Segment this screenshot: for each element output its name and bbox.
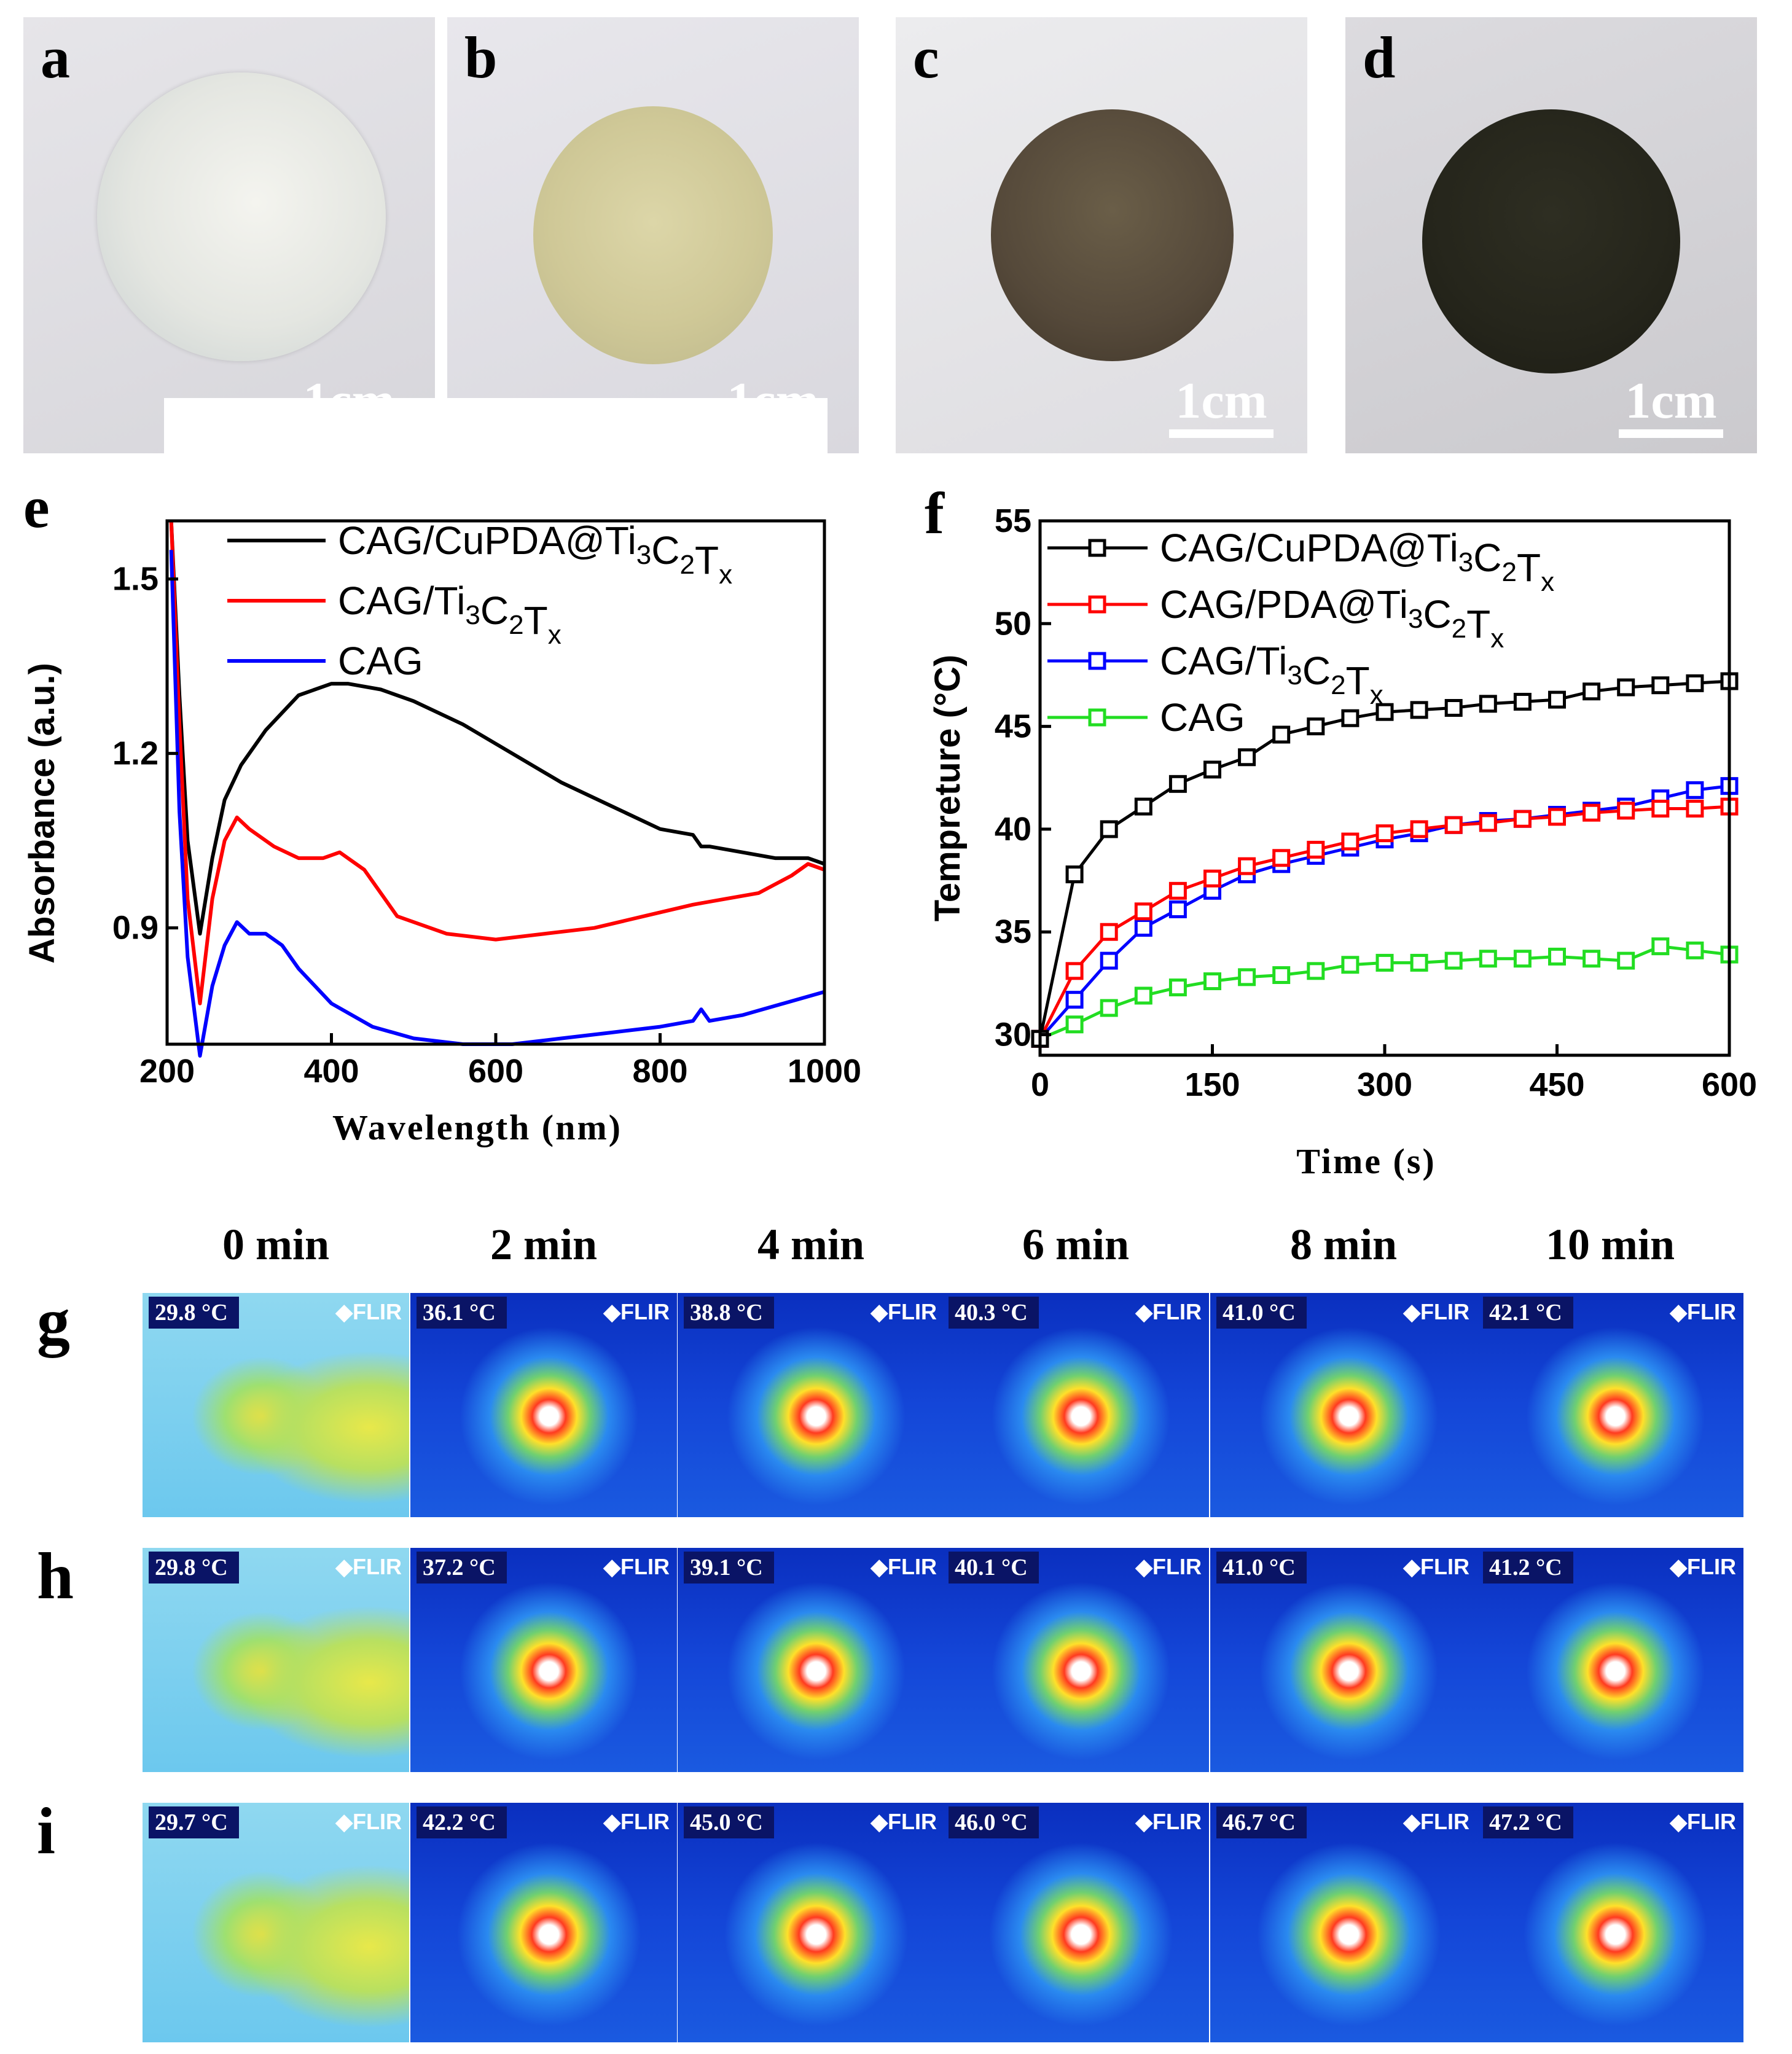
flir-logo: ◆FLIR [871, 1554, 937, 1579]
panel-label-g: g [37, 1285, 70, 1358]
time-header: 2 min [490, 1220, 598, 1269]
thermal-image: 36.1 °C ◆FLIR [410, 1293, 677, 1517]
flir-logo: ◆FLIR [1135, 1554, 1202, 1579]
thermal-image: 45.0 °C ◆FLIR [678, 1803, 944, 2042]
series-line-2 [169, 550, 825, 1058]
temperature-readout: 42.2 °C [417, 1806, 507, 1838]
flir-logo: ◆FLIR [871, 1299, 937, 1324]
thermal-image: 41.0 °C ◆FLIR [1210, 1293, 1477, 1517]
time-header: 0 min [222, 1220, 330, 1269]
panel-label-i: i [37, 1795, 56, 1868]
photo-panel-c: c 1cm [896, 17, 1307, 453]
thermal-image: 40.3 °C ◆FLIR [942, 1293, 1209, 1517]
thermal-image: 42.2 °C ◆FLIR [410, 1803, 677, 2042]
temperature-readout: 29.7 °C [149, 1806, 239, 1838]
temperature-readout: 41.0 °C [1216, 1297, 1307, 1329]
panel-label-b: b [464, 25, 498, 90]
flir-logo: ◆FLIR [1135, 1299, 1202, 1324]
thermal-image: 39.1 °C ◆FLIR [678, 1548, 944, 1772]
time-header: 10 min [1545, 1220, 1675, 1269]
thermal-image: 42.1 °C ◆FLIR [1477, 1293, 1743, 1517]
flir-logo: ◆FLIR [1403, 1809, 1469, 1834]
series-line-1 [169, 520, 826, 1006]
panel-label-f: f [925, 480, 944, 546]
flir-logo: ◆FLIR [1670, 1809, 1736, 1834]
scale-bar-c: 1cm [1169, 375, 1274, 438]
x-axis-title: Wavelength (nm) [332, 1107, 622, 1147]
x-tick-label: 800 [632, 1053, 687, 1090]
temperature-readout: 42.1 °C [1483, 1297, 1573, 1329]
flir-logo: ◆FLIR [871, 1809, 937, 1834]
thermal-image: 46.0 °C ◆FLIR [942, 1803, 1209, 2042]
y-tick-label: 1.2 [112, 735, 158, 772]
thermal-image: 40.1 °C ◆FLIR [942, 1548, 1209, 1772]
legend-label-2: CAG [338, 639, 423, 683]
x-tick-label: 400 [303, 1053, 359, 1090]
temperature-readout: 46.7 °C [1216, 1806, 1307, 1838]
flir-logo: ◆FLIR [1670, 1554, 1736, 1579]
temperature-readout: 41.2 °C [1483, 1552, 1573, 1583]
temperature-readout: 46.0 °C [949, 1806, 1039, 1838]
flir-logo: ◆FLIR [1403, 1554, 1469, 1579]
thermal-image: 41.0 °C ◆FLIR [1210, 1548, 1477, 1772]
panel-label-a: a [41, 25, 70, 90]
flir-logo: ◆FLIR [335, 1299, 402, 1324]
temperature-readout: 40.3 °C [949, 1297, 1039, 1329]
flir-logo: ◆FLIR [603, 1299, 670, 1324]
flir-logo: ◆FLIR [1670, 1299, 1736, 1324]
temperature-readout: 47.2 °C [1483, 1806, 1573, 1838]
panel-label-c: c [913, 25, 939, 90]
y-tick-label: 1.5 [112, 561, 158, 598]
flir-logo: ◆FLIR [603, 1809, 670, 1834]
flir-logo: ◆FLIR [1135, 1809, 1202, 1834]
time-header: 6 min [1022, 1220, 1130, 1269]
legend-label-1: CAG/Ti3C2Tx [338, 579, 561, 650]
clip-mask [164, 398, 828, 519]
panel-label-e: e [23, 474, 50, 540]
temperature-readout: 39.1 °C [684, 1552, 774, 1583]
x-tick-label: 1000 [788, 1053, 861, 1090]
thermal-image: 38.8 °C ◆FLIR [678, 1293, 944, 1517]
panel-label-h: h [37, 1540, 74, 1613]
time-header: 8 min [1289, 1220, 1398, 1269]
series-line-0 [169, 520, 825, 936]
flir-logo: ◆FLIR [335, 1554, 402, 1579]
thermal-image: 29.7 °C ◆FLIR [143, 1803, 409, 2042]
thermal-image: 29.8 °C ◆FLIR [143, 1548, 409, 1772]
panel-label-d: d [1363, 25, 1396, 90]
flir-logo: ◆FLIR [1403, 1299, 1469, 1324]
thermal-image: 41.2 °C ◆FLIR [1477, 1548, 1743, 1772]
x-tick-label: 200 [139, 1053, 195, 1090]
thermal-image: 46.7 °C ◆FLIR [1210, 1803, 1477, 2042]
photo-panel-b: b 1cm [447, 17, 859, 453]
time-header: 4 min [757, 1220, 865, 1269]
thermal-image: 37.2 °C ◆FLIR [410, 1548, 677, 1772]
temperature-readout: 37.2 °C [417, 1552, 507, 1583]
temperature-readout: 45.0 °C [684, 1806, 774, 1838]
temperature-readout: 29.8 °C [149, 1297, 239, 1329]
scale-bar-d: 1cm [1619, 375, 1723, 438]
x-tick-label: 600 [468, 1053, 523, 1090]
temperature-readout: 38.8 °C [684, 1297, 774, 1329]
flir-logo: ◆FLIR [603, 1554, 670, 1579]
y-tick-label: 0.9 [112, 910, 158, 947]
legend-label-0: CAG/CuPDA@Ti3C2Tx [338, 518, 732, 590]
temperature-readout: 40.1 °C [949, 1552, 1039, 1583]
temperature-readout: 29.8 °C [149, 1552, 239, 1583]
y-axis-title: Absorbance (a.u.) [22, 663, 62, 964]
thermal-image: 47.2 °C ◆FLIR [1477, 1803, 1743, 2042]
temperature-readout: 41.0 °C [1216, 1552, 1307, 1583]
flir-logo: ◆FLIR [335, 1809, 402, 1834]
photo-panel-d: d 1cm [1345, 17, 1757, 453]
absorbance-plot-area [169, 520, 826, 1058]
temperature-readout: 36.1 °C [417, 1297, 507, 1329]
thermal-image: 29.8 °C ◆FLIR [143, 1293, 409, 1517]
